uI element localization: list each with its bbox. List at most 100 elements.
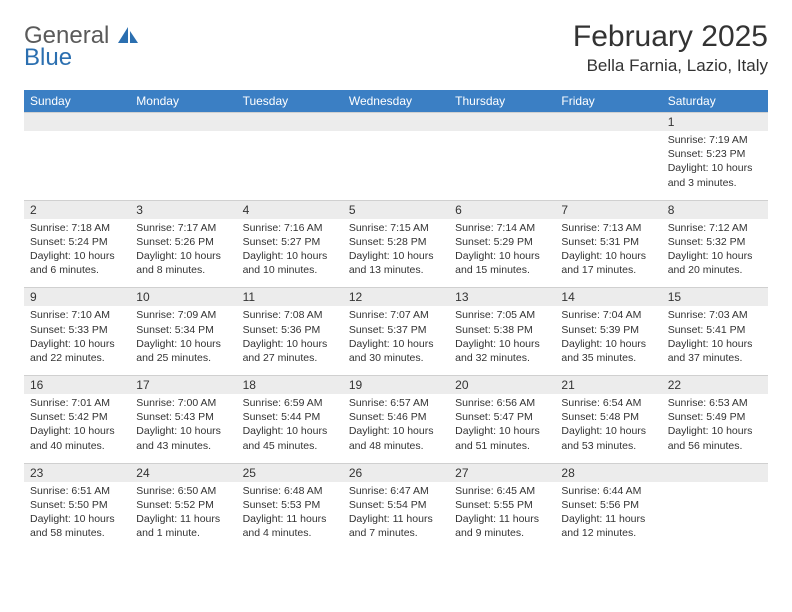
sunrise-text: Sunrise: 6:59 AM: [243, 396, 337, 410]
sunrise-text: Sunrise: 6:48 AM: [243, 484, 337, 498]
daylight-text: Daylight: 10 hours and 56 minutes.: [668, 424, 762, 452]
day-cell: [130, 131, 236, 200]
day-cell: Sunrise: 6:57 AMSunset: 5:46 PMDaylight:…: [343, 394, 449, 463]
day-number-row: 9101112131415: [24, 287, 768, 306]
week-row: Sunrise: 7:10 AMSunset: 5:33 PMDaylight:…: [24, 306, 768, 375]
day-number-row: 16171819202122: [24, 375, 768, 394]
sunset-text: Sunset: 5:49 PM: [668, 410, 762, 424]
daylight-text: Daylight: 10 hours and 8 minutes.: [136, 249, 230, 277]
weeks-container: 1Sunrise: 7:19 AMSunset: 5:23 PMDaylight…: [24, 112, 768, 550]
logo-word-blue: Blue: [24, 46, 140, 70]
sunrise-text: Sunrise: 7:05 AM: [455, 308, 549, 322]
day-number: 1: [662, 113, 768, 131]
day-number: 16: [24, 376, 130, 394]
sunset-text: Sunset: 5:37 PM: [349, 323, 443, 337]
location-subtitle: Bella Farnia, Lazio, Italy: [573, 56, 768, 76]
day-cell: Sunrise: 7:00 AMSunset: 5:43 PMDaylight:…: [130, 394, 236, 463]
sunrise-text: Sunrise: 7:15 AM: [349, 221, 443, 235]
logo-sail-icon: [118, 27, 140, 43]
day-number: 4: [237, 201, 343, 219]
day-cell: [237, 131, 343, 200]
day-number: 7: [555, 201, 661, 219]
day-number: 28: [555, 464, 661, 482]
sunset-text: Sunset: 5:43 PM: [136, 410, 230, 424]
sunset-text: Sunset: 5:50 PM: [30, 498, 124, 512]
day-of-week-header: Sunday Monday Tuesday Wednesday Thursday…: [24, 90, 768, 112]
sunrise-text: Sunrise: 7:10 AM: [30, 308, 124, 322]
sunset-text: Sunset: 5:28 PM: [349, 235, 443, 249]
day-cell: Sunrise: 6:47 AMSunset: 5:54 PMDaylight:…: [343, 482, 449, 551]
sunrise-text: Sunrise: 7:07 AM: [349, 308, 443, 322]
day-number: 6: [449, 201, 555, 219]
day-number: 13: [449, 288, 555, 306]
sunrise-text: Sunrise: 6:44 AM: [561, 484, 655, 498]
day-cell: Sunrise: 7:13 AMSunset: 5:31 PMDaylight:…: [555, 219, 661, 288]
day-number: 8: [662, 201, 768, 219]
day-cell: Sunrise: 7:16 AMSunset: 5:27 PMDaylight:…: [237, 219, 343, 288]
day-cell: Sunrise: 6:56 AMSunset: 5:47 PMDaylight:…: [449, 394, 555, 463]
day-number-row: 232425262728: [24, 463, 768, 482]
daylight-text: Daylight: 10 hours and 30 minutes.: [349, 337, 443, 365]
day-cell: Sunrise: 7:17 AMSunset: 5:26 PMDaylight:…: [130, 219, 236, 288]
day-cell: Sunrise: 7:03 AMSunset: 5:41 PMDaylight:…: [662, 306, 768, 375]
sunrise-text: Sunrise: 6:45 AM: [455, 484, 549, 498]
daylight-text: Daylight: 11 hours and 12 minutes.: [561, 512, 655, 540]
day-cell: Sunrise: 7:14 AMSunset: 5:29 PMDaylight:…: [449, 219, 555, 288]
day-cell: Sunrise: 6:54 AMSunset: 5:48 PMDaylight:…: [555, 394, 661, 463]
sunrise-text: Sunrise: 6:57 AM: [349, 396, 443, 410]
sunset-text: Sunset: 5:44 PM: [243, 410, 337, 424]
dow-thursday: Thursday: [449, 90, 555, 112]
day-cell: Sunrise: 7:07 AMSunset: 5:37 PMDaylight:…: [343, 306, 449, 375]
sunrise-text: Sunrise: 6:54 AM: [561, 396, 655, 410]
dow-monday: Monday: [130, 90, 236, 112]
day-cell: [343, 131, 449, 200]
sunrise-text: Sunrise: 6:47 AM: [349, 484, 443, 498]
day-number: [24, 113, 130, 131]
sunset-text: Sunset: 5:56 PM: [561, 498, 655, 512]
daylight-text: Daylight: 11 hours and 1 minute.: [136, 512, 230, 540]
day-cell: Sunrise: 7:08 AMSunset: 5:36 PMDaylight:…: [237, 306, 343, 375]
day-cell: [555, 131, 661, 200]
day-cell: [449, 131, 555, 200]
day-number: 17: [130, 376, 236, 394]
day-number: 2: [24, 201, 130, 219]
title-block: February 2025 Bella Farnia, Lazio, Italy: [573, 20, 768, 76]
day-cell: [662, 482, 768, 551]
day-cell: Sunrise: 7:18 AMSunset: 5:24 PMDaylight:…: [24, 219, 130, 288]
daylight-text: Daylight: 10 hours and 17 minutes.: [561, 249, 655, 277]
sunrise-text: Sunrise: 7:18 AM: [30, 221, 124, 235]
sunrise-text: Sunrise: 7:03 AM: [668, 308, 762, 322]
page-header: General Blue February 2025 Bella Farnia,…: [24, 20, 768, 76]
sunset-text: Sunset: 5:53 PM: [243, 498, 337, 512]
day-number: [237, 113, 343, 131]
daylight-text: Daylight: 10 hours and 15 minutes.: [455, 249, 549, 277]
sunrise-text: Sunrise: 7:16 AM: [243, 221, 337, 235]
day-number-row: 1: [24, 112, 768, 131]
day-number: [130, 113, 236, 131]
day-cell: Sunrise: 6:45 AMSunset: 5:55 PMDaylight:…: [449, 482, 555, 551]
day-cell: Sunrise: 6:48 AMSunset: 5:53 PMDaylight:…: [237, 482, 343, 551]
month-title: February 2025: [573, 20, 768, 54]
dow-wednesday: Wednesday: [343, 90, 449, 112]
day-number: 12: [343, 288, 449, 306]
sunrise-text: Sunrise: 7:01 AM: [30, 396, 124, 410]
day-cell: Sunrise: 6:44 AMSunset: 5:56 PMDaylight:…: [555, 482, 661, 551]
day-number: 14: [555, 288, 661, 306]
sunrise-text: Sunrise: 7:08 AM: [243, 308, 337, 322]
day-number: 10: [130, 288, 236, 306]
week-row: Sunrise: 7:01 AMSunset: 5:42 PMDaylight:…: [24, 394, 768, 463]
daylight-text: Daylight: 10 hours and 40 minutes.: [30, 424, 124, 452]
daylight-text: Daylight: 10 hours and 53 minutes.: [561, 424, 655, 452]
day-cell: Sunrise: 7:09 AMSunset: 5:34 PMDaylight:…: [130, 306, 236, 375]
sunrise-text: Sunrise: 6:51 AM: [30, 484, 124, 498]
daylight-text: Daylight: 10 hours and 32 minutes.: [455, 337, 549, 365]
sunset-text: Sunset: 5:54 PM: [349, 498, 443, 512]
day-cell: Sunrise: 7:10 AMSunset: 5:33 PMDaylight:…: [24, 306, 130, 375]
calendar-grid: Sunday Monday Tuesday Wednesday Thursday…: [24, 90, 768, 550]
day-cell: Sunrise: 7:19 AMSunset: 5:23 PMDaylight:…: [662, 131, 768, 200]
logo-text: General Blue: [24, 24, 140, 70]
day-cell: Sunrise: 7:01 AMSunset: 5:42 PMDaylight:…: [24, 394, 130, 463]
daylight-text: Daylight: 11 hours and 7 minutes.: [349, 512, 443, 540]
daylight-text: Daylight: 10 hours and 45 minutes.: [243, 424, 337, 452]
day-number: 11: [237, 288, 343, 306]
